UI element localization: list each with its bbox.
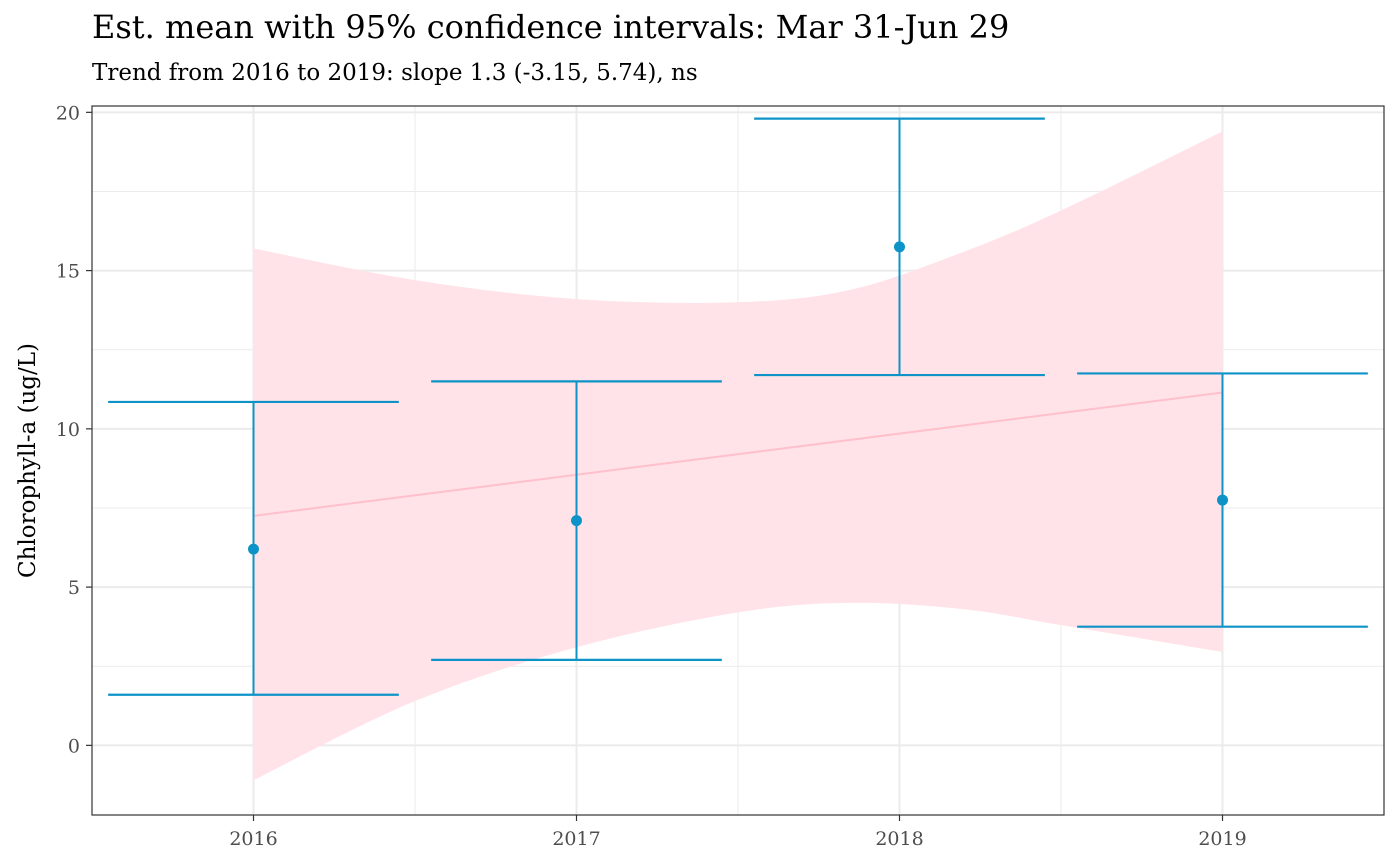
- mean-point-2016: [248, 543, 259, 555]
- chart-subtitle: Trend from 2016 to 2019: slope 1.3 (-3.1…: [92, 60, 698, 86]
- y-tick-label: 0: [68, 735, 80, 757]
- y-tick-label: 15: [56, 261, 80, 283]
- y-tick-label: 10: [56, 419, 80, 441]
- trend-line: [253, 391, 1223, 517]
- chart-title: Est. mean with 95% confidence intervals:…: [92, 8, 1010, 46]
- y-axis-title: Chlorophyll-a (ug/L): [15, 343, 41, 578]
- mean-point-2017: [571, 515, 582, 527]
- x-tick-label: 2017: [552, 828, 600, 850]
- x-tick-label: 2019: [1198, 828, 1246, 850]
- confidence-band: [253, 131, 1223, 781]
- y-tick-label: 20: [56, 102, 80, 124]
- mean-point-2019: [1217, 494, 1228, 506]
- mean-point-2018: [894, 241, 905, 253]
- y-tick-label: 5: [68, 577, 80, 599]
- x-tick-label: 2018: [875, 828, 923, 850]
- panel-border: [91, 105, 1385, 816]
- x-tick-label: 2016: [229, 828, 277, 850]
